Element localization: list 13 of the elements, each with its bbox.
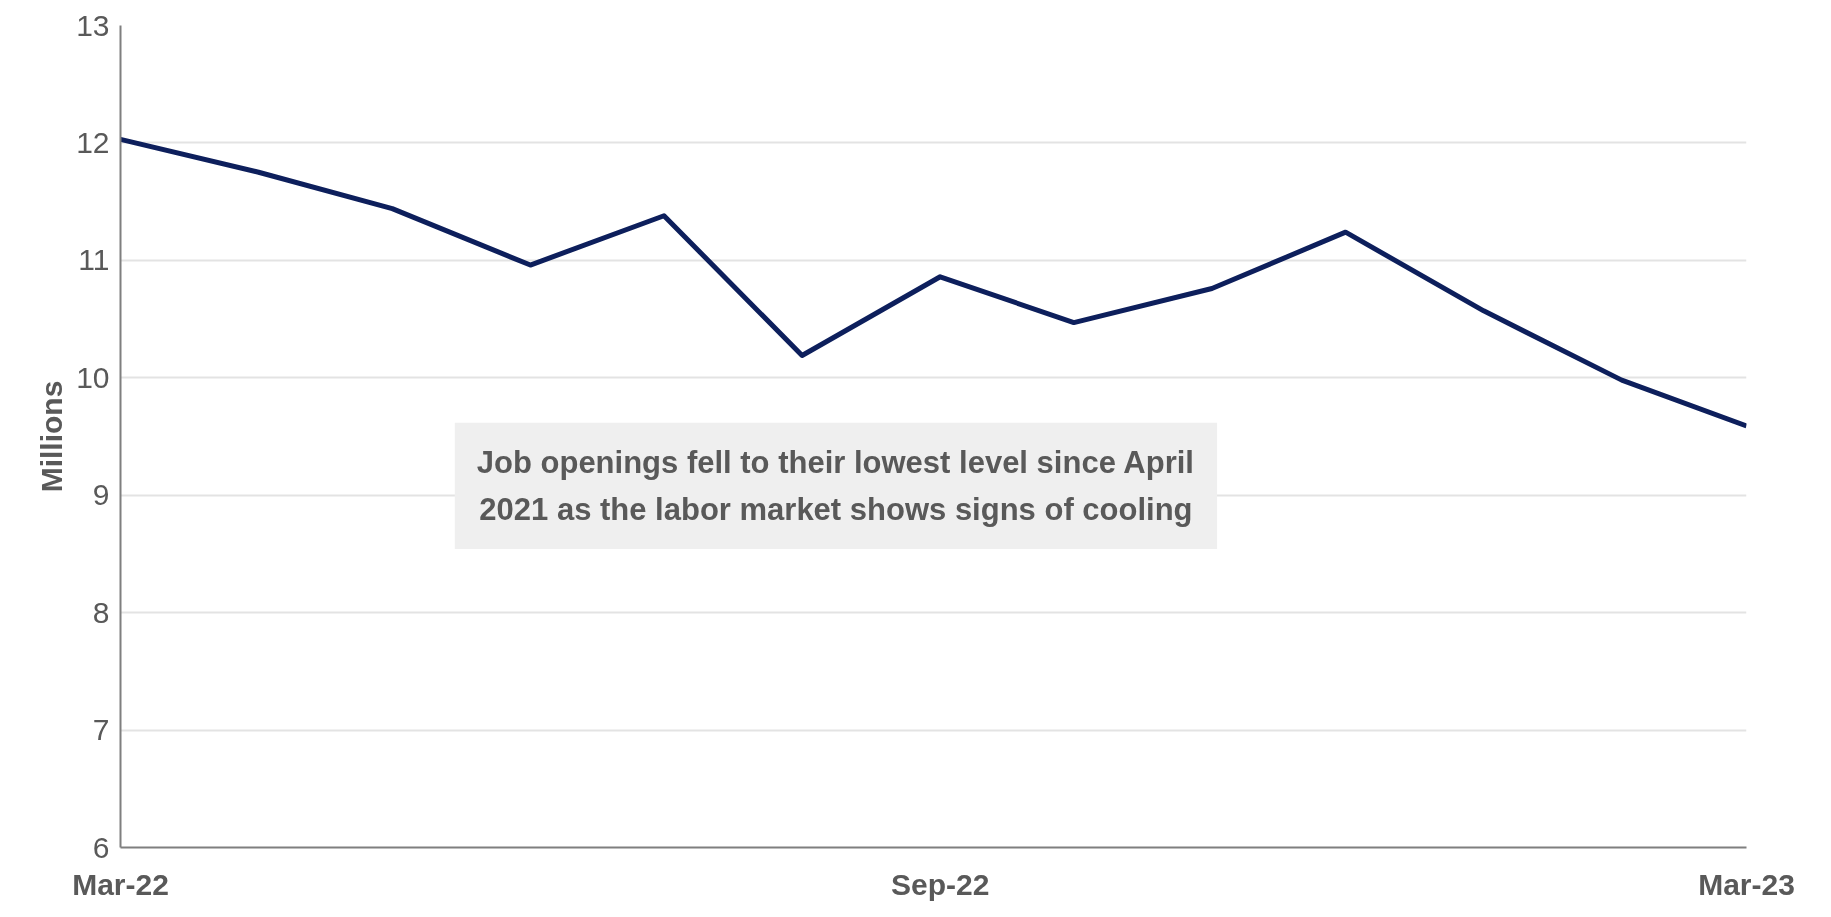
y-tick-label: 13 <box>76 8 110 42</box>
y-tick-label: 9 <box>92 478 110 512</box>
y-tick-label: 10 <box>76 360 110 394</box>
y-tick-label: 7 <box>92 713 110 747</box>
x-tick-label: Mar-23 <box>1698 867 1795 901</box>
y-tick-label: 6 <box>92 830 110 864</box>
y-tick-label: 12 <box>76 125 110 159</box>
x-tick-label: Mar-22 <box>72 867 169 901</box>
x-tick-label: Sep-22 <box>890 867 990 901</box>
y-axis-title: Millions <box>35 380 69 493</box>
y-tick-label: 8 <box>92 595 110 629</box>
y-tick-label: 11 <box>78 243 110 277</box>
annotation: Job openings fell to their lowest level since April 2021 as the labor market shows signs of cooling <box>476 444 1194 527</box>
